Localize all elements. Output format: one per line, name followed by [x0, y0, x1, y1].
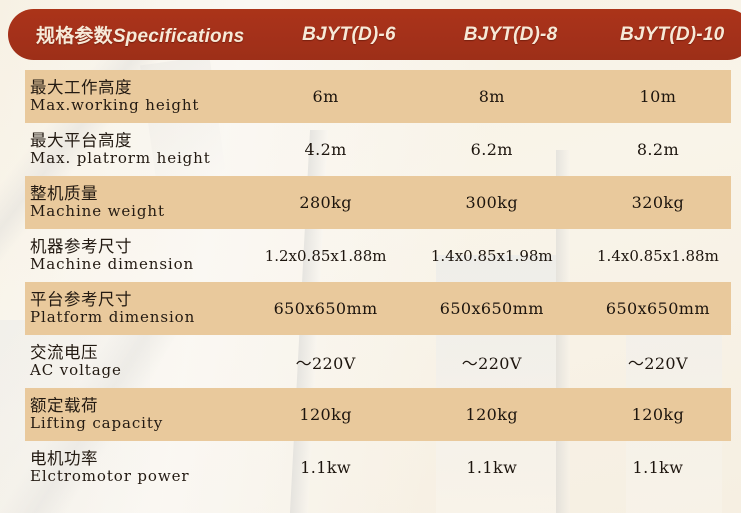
row-value-cell: 4.2m — [304, 140, 347, 159]
row-value-cell: 1.1kw — [632, 458, 684, 477]
row-value-cell: 1.1kw — [466, 458, 518, 477]
row-value-cell: 6.2m — [470, 140, 513, 159]
row-value-cell: 120kg — [631, 405, 685, 424]
header-cell-model-3: BJYT(D)-10 — [619, 23, 725, 45]
table-header-bar: 规格参数Specifications BJYT(D)-6 BJYT(D)-8 B… — [8, 9, 741, 60]
row-label-cn: 整机质量 — [30, 183, 98, 203]
row-label-cell: 机器参考尺寸 Machine dimension — [0, 236, 243, 273]
row-value-cell: ～220V — [461, 353, 522, 373]
row-label-cell: 整机质量 Machine weight — [0, 183, 243, 220]
row-value-cell: 320kg — [631, 193, 685, 212]
table-row: 整机质量 Machine weight 280kg 300kg 320kg — [0, 176, 741, 229]
row-value-cell: ～220V — [627, 353, 688, 373]
row-value-cell: 650x650mm — [273, 299, 378, 318]
row-label-en: Machine dimension — [30, 254, 195, 273]
row-value-cell: 1.2x0.85x1.88m — [264, 246, 387, 265]
header-spec-label-cn: 规格参数 — [36, 25, 113, 47]
row-value-cell: 120kg — [299, 405, 352, 424]
row-value-cell: 1.1kw — [300, 458, 352, 477]
row-label-en: AC voltage — [30, 360, 122, 379]
row-value-cell: ～220V — [295, 353, 356, 373]
row-value-cell: 120kg — [465, 405, 518, 424]
table-row: 平台参考尺寸 Platform dimension 650x650mm 650x650… — [0, 282, 741, 335]
row-label-cell: 最大平台高度 Max. platrorm height — [0, 130, 243, 167]
row-label-cell: 电机功率 Elctromotor power — [0, 448, 243, 485]
table-row: 电机功率 Elctromotor power 1.1kw 1.1kw 1.1kw — [0, 441, 741, 494]
row-label-en: Machine weight — [30, 201, 165, 220]
row-label-cn: 最大工作高度 — [30, 77, 132, 97]
row-label-cn: 最大平台高度 — [30, 130, 132, 150]
row-label-cn: 额定载荷 — [30, 395, 98, 415]
row-label-cell: 额定载荷 Lifting capacity — [0, 395, 243, 432]
row-value-cell: 650x650mm — [605, 299, 710, 318]
header-cell-model-1: BJYT(D)-6 — [302, 23, 396, 45]
specifications-table: 最大工作高度 Max.working height 6m 8m 10m 最大平台高度 Max… — [0, 70, 741, 494]
row-label-cell: 最大工作高度 Max.working height — [0, 77, 243, 114]
header-cell-model-2: BJYT(D)-8 — [463, 23, 558, 45]
row-label-cell: 交流电压 AC voltage — [0, 342, 243, 379]
table-row: 交流电压 AC voltage ～220V ～220V ～220V — [0, 335, 741, 388]
header-cell-specifications: 规格参数Specifications — [8, 21, 268, 48]
row-label-en: Lifting capacity — [30, 413, 164, 432]
row-label-en: Platform dimension — [30, 307, 196, 326]
row-value-cell: 8.2m — [636, 140, 680, 159]
row-value-cell: 1.4x0.85x1.88m — [597, 246, 719, 265]
row-label-en: Elctromotor power — [30, 466, 190, 485]
row-label-en: Max. platrorm height — [30, 148, 211, 167]
table-row: 最大工作高度 Max.working height 6m 8m 10m — [0, 70, 741, 123]
table-row: 额定载荷 Lifting capacity 120kg 120kg 120kg — [0, 388, 741, 441]
row-value-cell: 6m — [312, 87, 339, 106]
row-value-cell: 650x650mm — [439, 299, 544, 318]
row-label-cell: 平台参考尺寸 Platform dimension — [0, 289, 243, 326]
row-label-cn: 机器参考尺寸 — [30, 236, 132, 256]
header-spec-label-en: Specifications — [112, 26, 245, 47]
row-value-cell: 8m — [478, 87, 505, 106]
row-value-cell: 1.4x0.85x1.98m — [430, 246, 553, 265]
row-value-cell: 300kg — [465, 193, 518, 212]
row-value-cell: 10m — [639, 87, 677, 106]
row-value-cell: 280kg — [299, 193, 352, 212]
row-label-cn: 交流电压 — [30, 342, 98, 362]
row-label-cn: 平台参考尺寸 — [30, 289, 132, 309]
row-label-en: Max.working height — [30, 95, 200, 114]
table-row: 机器参考尺寸 Machine dimension 1.2x0.85x1.88m 1.4… — [0, 229, 741, 282]
row-label-cn: 电机功率 — [30, 448, 98, 468]
table-row: 最大平台高度 Max. platrorm height 4.2m 6.2m 8.2m — [0, 123, 741, 176]
